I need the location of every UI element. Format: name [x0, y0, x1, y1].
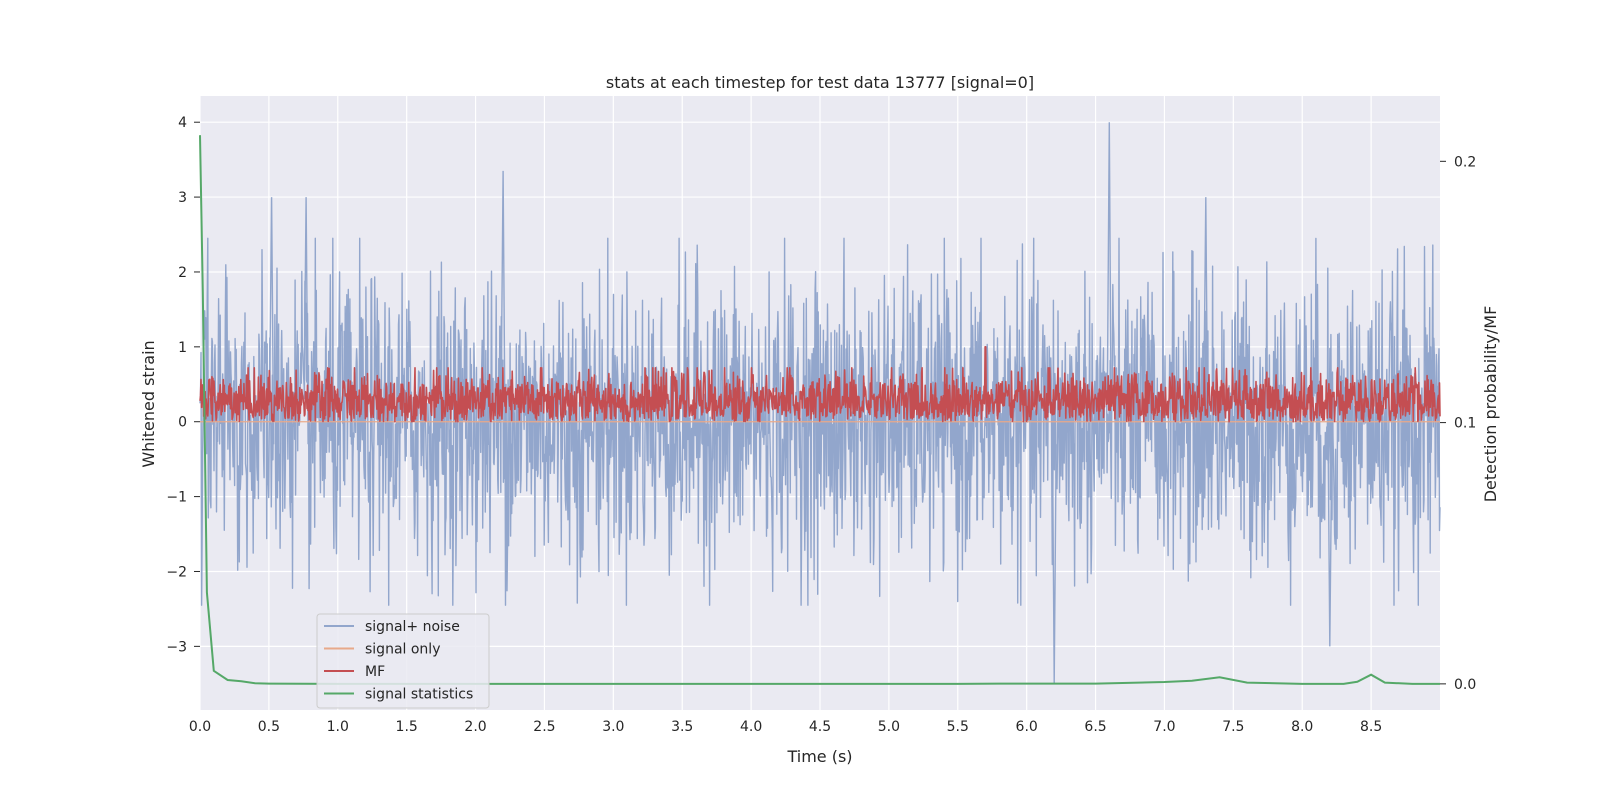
- x-tick-label: 7.0: [1153, 719, 1175, 735]
- x-tick-label: 0.5: [258, 719, 280, 735]
- legend-label: signal only: [365, 642, 440, 658]
- x-tick-label: 7.5: [1222, 719, 1244, 735]
- signal-noise-peak: [500, 170, 506, 445]
- x-tick-label: 1.5: [396, 719, 418, 735]
- x-tick-label: 6.0: [1016, 719, 1038, 735]
- y-tick-label: 3: [178, 190, 187, 206]
- legend-box: [316, 613, 490, 709]
- y-tick-label: −2: [166, 564, 187, 580]
- x-tick-label: 8.5: [1360, 719, 1382, 735]
- x-tick-label: 3.5: [671, 719, 693, 735]
- y-axis-right-label: Detection probability/MF: [1481, 306, 1500, 503]
- x-tick-label: 3.0: [602, 719, 624, 735]
- mf-series: [199, 346, 1441, 423]
- legend-label: signal statistics: [365, 687, 473, 703]
- chart-title: stats at each timestep for test data 137…: [606, 73, 1034, 92]
- x-tick-label: 4.0: [740, 719, 762, 735]
- x-tick-label: 8.0: [1291, 719, 1313, 735]
- x-tick-label: 4.5: [809, 719, 831, 735]
- y-right-tick-label: 0.1: [1454, 416, 1476, 432]
- x-tick-label: 0.0: [189, 719, 211, 735]
- x-axis-label: Time (s): [786, 747, 852, 766]
- signal-noise-peak: [268, 197, 275, 445]
- signal-noise-peak: [1106, 122, 1112, 445]
- x-tick-label: 5.0: [878, 719, 900, 735]
- x-tick-label: 2.5: [533, 719, 555, 735]
- y-tick-label: −3: [166, 639, 187, 655]
- x-tick-label: 2.0: [464, 719, 486, 735]
- y-right-tick-label: 0.2: [1454, 154, 1476, 170]
- legend-label: signal+ noise: [365, 619, 460, 635]
- y-tick-label: 4: [178, 115, 187, 131]
- legend-label: MF: [365, 664, 385, 680]
- x-tick-label: 6.5: [1084, 719, 1106, 735]
- x-tick-label: 1.0: [327, 719, 349, 735]
- legend: signal+ noise signal only MF signal statist…: [316, 613, 490, 709]
- signal-statistics-series: [199, 135, 1440, 685]
- ticks: 0.0 0.5 1.0 1.5 2.0 2.5 3.0 3.5 4.0 4.5 5.0 5.5 6.0 6…: [166, 115, 1476, 735]
- y-axis-label: Whitened strain: [139, 340, 158, 467]
- y-tick-label: 1: [178, 340, 187, 356]
- signal-noise-peak: [1203, 197, 1209, 445]
- signal-noise-peak: [303, 197, 309, 445]
- y-right-tick-label: 0.0: [1454, 677, 1476, 693]
- x-tick-label: 5.5: [947, 719, 969, 735]
- y-tick-label: −1: [166, 490, 187, 506]
- y-tick-label: 2: [178, 265, 187, 281]
- signal-noise-peak: [1327, 399, 1333, 647]
- series-layer: [199, 122, 1441, 685]
- y-tick-label: 0: [178, 415, 187, 431]
